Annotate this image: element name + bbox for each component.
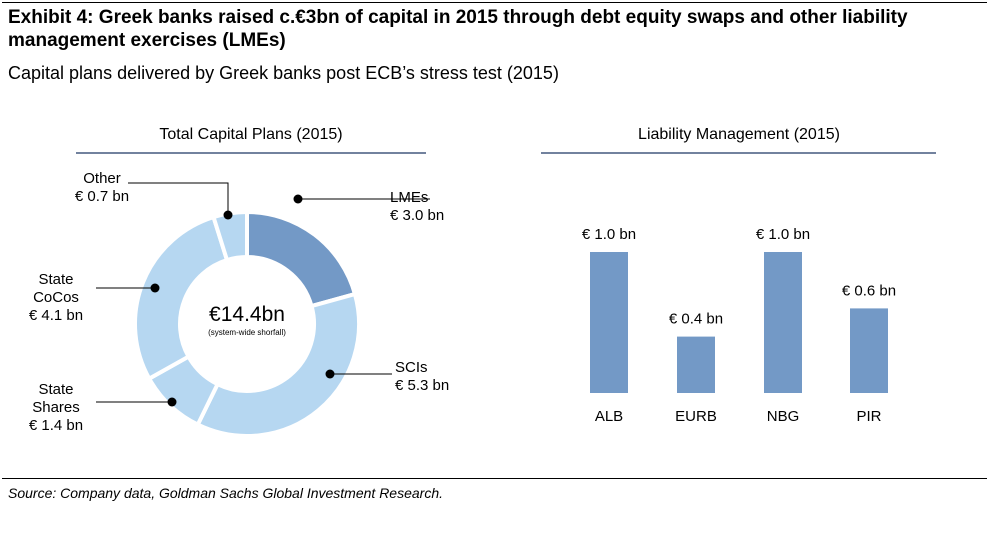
source-note: Source: Company data, Goldman Sachs Glob… xyxy=(8,485,443,501)
exhibit-title: Exhibit 4: Greek banks raised c.€3bn of … xyxy=(8,7,908,51)
bottom-rule xyxy=(2,478,987,479)
bar-nbg xyxy=(764,252,802,393)
bar-value-label-eurb: € 0.4 bn xyxy=(669,311,723,328)
donut-chart: Total Capital Plans (2015) LMEs € 3.0 bn S… xyxy=(29,126,449,438)
leader-line-other xyxy=(128,182,229,215)
slice-label-line: Shares xyxy=(32,399,80,416)
bar-category-label-pir: PIR xyxy=(856,408,881,425)
bar-value-label-pir: € 0.6 bn xyxy=(842,282,896,299)
bar-pir xyxy=(850,308,888,393)
slice-label-state-cocos: State CoCos € 4.1 bn xyxy=(29,271,83,324)
bar-value-label-nbg: € 1.0 bn xyxy=(756,226,810,243)
slice-label-line: € 3.0 bn xyxy=(390,207,444,224)
slice-label-line: State xyxy=(38,271,73,288)
donut-center-value: €14.4bn xyxy=(209,303,285,326)
leader-dot-state-shares xyxy=(167,397,177,407)
bar-eurb xyxy=(677,336,715,393)
slice-label-line: Other xyxy=(83,170,121,187)
donut-slice-state-cocos xyxy=(133,214,230,382)
bar-chart-title: Liability Management (2015) xyxy=(638,126,840,143)
slice-label-line: LMEs xyxy=(390,189,428,206)
bars: € 1.0 bn ALB € 0.4 bn EURB € 1.0 bn NBG € 0.6 … xyxy=(582,226,896,425)
leader-dot-state-cocos xyxy=(150,283,160,293)
bar-chart: Liability Management (2015) € 1.0 bnALB€… xyxy=(541,126,936,425)
donut-slice-lmes xyxy=(245,209,358,309)
charts-canvas: Total Capital Plans (2015) LMEs € 3.0 bn S… xyxy=(29,126,936,438)
donut-slices xyxy=(133,209,361,438)
slice-label-other: Other € 0.7 bn xyxy=(75,170,129,205)
slice-label-line: CoCos xyxy=(33,289,79,306)
slice-label-line: SCIs xyxy=(395,359,428,376)
slice-label-line: € 5.3 bn xyxy=(395,377,449,394)
slice-label-scis: SCIs € 5.3 bn xyxy=(395,359,449,394)
slice-label-state-shares: State Shares € 1.4 bn xyxy=(29,381,83,434)
donut-chart-title: Total Capital Plans (2015) xyxy=(159,126,342,143)
leader-dot-lmes xyxy=(293,194,303,204)
donut-slice-scis xyxy=(195,291,361,438)
bar-category-label-eurb: EURB xyxy=(675,408,717,425)
bar-category-label-nbg: NBG xyxy=(767,408,800,425)
donut-center-note: (system-wide shorfall) xyxy=(208,328,286,337)
slice-label-lmes: LMEs € 3.0 bn xyxy=(390,189,444,224)
leader-dot-other xyxy=(223,210,233,220)
exhibit-subtitle: Capital plans delivered by Greek banks p… xyxy=(8,63,559,83)
top-rule xyxy=(2,2,987,3)
slice-label-line: € 1.4 bn xyxy=(29,417,83,434)
leader-dot-scis xyxy=(325,369,335,379)
bar-value-label-alb: € 1.0 bn xyxy=(582,226,636,243)
slice-label-line: € 0.7 bn xyxy=(75,188,129,205)
slice-label-line: € 4.1 bn xyxy=(29,307,83,324)
slice-label-line: State xyxy=(38,381,73,398)
bar-category-label-alb: ALB xyxy=(595,408,623,425)
bar-alb xyxy=(590,252,628,393)
